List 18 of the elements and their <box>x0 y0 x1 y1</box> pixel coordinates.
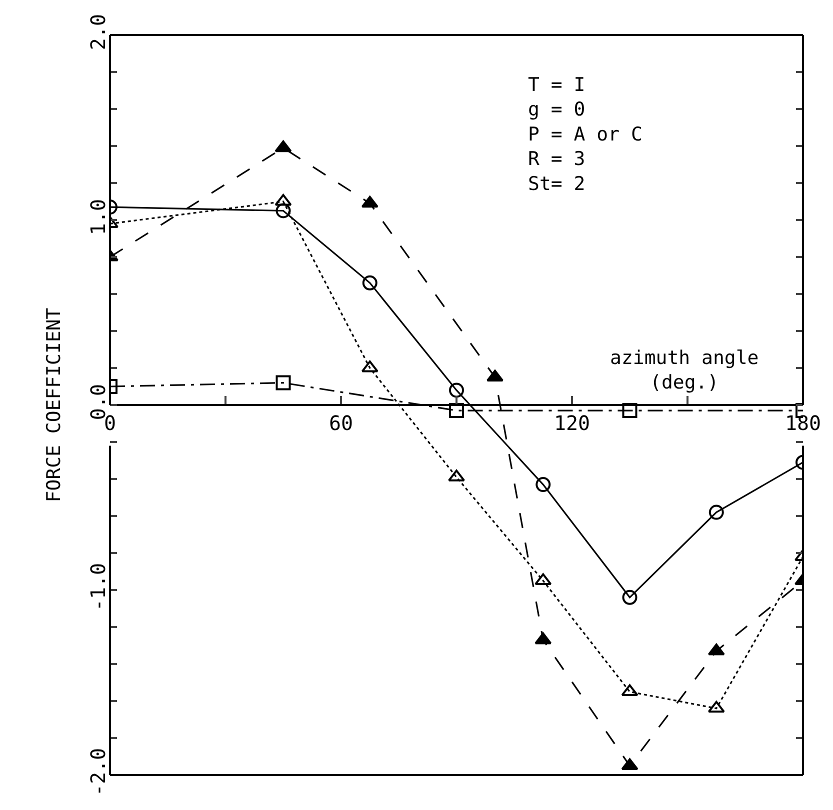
point <box>536 477 551 492</box>
x-axis-title: azimuth angle (deg.) <box>610 347 759 394</box>
x-tick-label: 120 <box>554 411 590 435</box>
x-tick-label: 180 <box>784 411 822 435</box>
y-tick-label: 1.0 <box>86 198 110 236</box>
y-tick-label: 2.0 <box>86 14 110 50</box>
point <box>622 590 638 605</box>
annotation: T = I g = 0 P = A or C R = 3 St= 2 <box>528 74 642 195</box>
point <box>622 403 638 418</box>
y-tick-label: -1.0 <box>86 562 110 612</box>
x-tick-label: 60 <box>328 411 354 435</box>
point <box>534 632 552 644</box>
y-axis-title: FORCE COEFFICIENT <box>42 308 65 502</box>
point <box>362 275 378 290</box>
point <box>449 403 464 418</box>
point <box>449 382 464 398</box>
y-tick-label: -2.0 <box>86 748 110 796</box>
point <box>361 196 378 208</box>
